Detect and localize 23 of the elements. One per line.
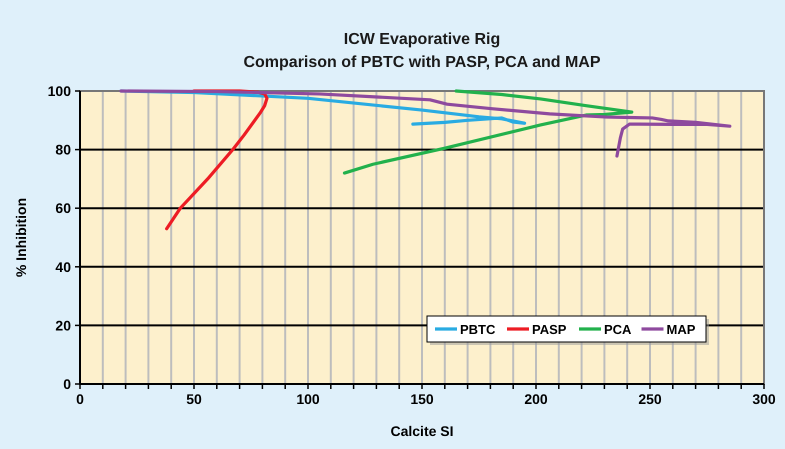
y-tick-label: 40 [55,258,72,275]
y-axis-title: % Inhibition [13,198,29,278]
x-tick-label: 300 [752,391,776,407]
y-tick-label: 80 [55,142,72,158]
y-tick-label: 100 [48,83,72,99]
x-tick-label: 50 [186,391,202,407]
chart-title: ICW Evaporative Rig [344,31,500,48]
x-tick-label: 250 [638,391,662,407]
line-series [342,89,634,175]
x-tick-label: 0 [76,391,84,407]
x-tick-label: 200 [524,391,548,407]
chart-subtitle: Comparison of PBTC with PASP, PCA and MAP [243,54,601,71]
legend-label: PCA [604,322,632,337]
legend-label: PBTC [460,322,496,337]
x-axis-title: Calcite SI [390,423,454,439]
x-tick-label: 150 [410,391,434,407]
legend-label: PASP [532,322,567,337]
y-tick-label: 20 [55,317,72,334]
legend-label: MAP [666,322,696,337]
y-tick-label: 60 [55,200,72,216]
y-tick-label: 0 [63,376,72,392]
line-series [119,89,732,158]
x-tick-label: 100 [296,391,320,407]
